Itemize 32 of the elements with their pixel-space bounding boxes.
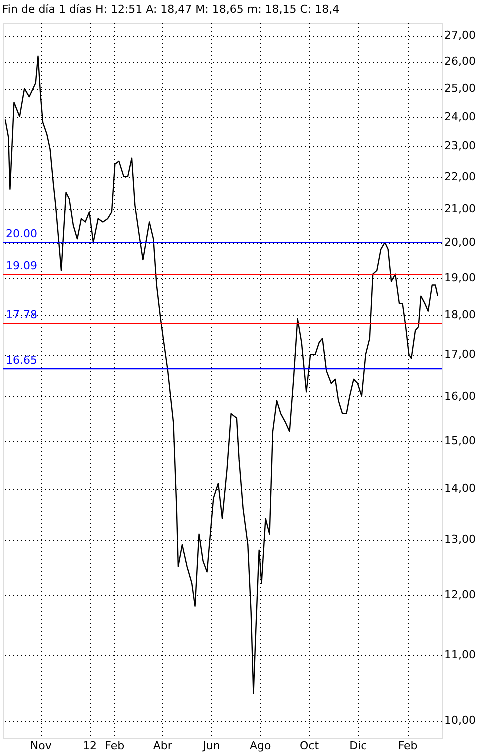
x-tick-label: 12: [83, 740, 98, 752]
y-tick-label: 17,00: [444, 348, 476, 362]
ref-line-label: 17.78: [6, 308, 38, 322]
x-tick-label: Dic: [350, 740, 368, 752]
y-tick-label: 24,00: [444, 110, 476, 124]
x-tick-label: Feb: [398, 740, 418, 752]
y-tick-label: 23,00: [444, 140, 476, 153]
y-tick-label: 26,00: [444, 55, 476, 68]
y-tick-label: 12,00: [444, 588, 476, 602]
y-tick-label: 16,00: [444, 390, 476, 403]
ref-line-label: 20.00: [6, 228, 38, 241]
chart-title: Fin de día 1 días H: 12:51 A: 18,47 M: 18,65 m: 18,15 C: 18,4: [2, 3, 340, 16]
y-tick-label: 11,00: [444, 648, 476, 662]
y-tick-label: 10,00: [444, 714, 476, 728]
x-tick-label: Nov: [30, 740, 52, 752]
y-tick-label: 20,00: [444, 236, 476, 250]
ref-line-label: 16.65: [6, 354, 38, 367]
y-tick-label: 13,00: [444, 533, 476, 546]
y-tick-label: 22,00: [444, 170, 476, 184]
x-tick-label: Abr: [153, 740, 173, 752]
x-tick-label: Jun: [202, 740, 220, 752]
y-tick-label: 18,00: [444, 308, 476, 322]
y-tick-label: 25,00: [444, 82, 476, 96]
y-tick-label: 14,00: [444, 482, 476, 496]
x-tick-label: Ago: [250, 740, 272, 752]
x-tick-label: Feb: [105, 740, 125, 752]
y-tick-label: 21,00: [444, 202, 476, 216]
y-tick-label: 15,00: [444, 434, 476, 448]
ref-line-label: 19.09: [6, 260, 38, 273]
x-tick-label: Oct: [300, 740, 320, 752]
y-tick-label: 27,00: [444, 29, 476, 42]
y-tick-label: 19,00: [444, 271, 476, 284]
